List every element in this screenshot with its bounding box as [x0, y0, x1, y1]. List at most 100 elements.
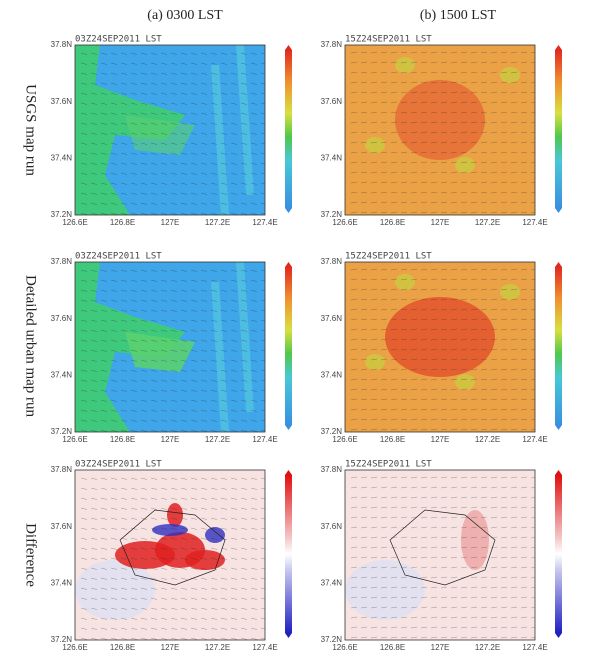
wind-arrow [350, 526, 358, 529]
wind-arrow [240, 132, 248, 135]
panel-frame [344, 261, 536, 433]
y-tick-label: 37.8N [51, 40, 73, 49]
wind-arrow [190, 192, 198, 195]
wind-arrow [460, 596, 468, 599]
wind-arrow [180, 319, 188, 322]
wind-arrow [170, 419, 178, 422]
wind-arrow [180, 547, 188, 550]
panel-frame [74, 44, 266, 216]
wind-arrow [530, 72, 535, 74]
wind-arrow [250, 339, 258, 342]
wind-arrow [170, 617, 178, 620]
wind-arrow [360, 486, 368, 489]
wind-arrow [460, 201, 468, 204]
wind-arrow [260, 212, 265, 215]
wind-arrow [520, 298, 528, 301]
wind-arrow [130, 52, 138, 55]
wind-arrow [490, 516, 498, 519]
wind-arrow [460, 51, 468, 54]
wind-arrow [370, 398, 378, 401]
wind-arrow [440, 131, 448, 134]
wind-arrow [440, 101, 448, 104]
wind-arrow [130, 202, 138, 205]
wind-arrow [480, 211, 488, 214]
wind-arrow [440, 328, 448, 331]
wind-arrow [250, 497, 258, 500]
wind-arrow [120, 269, 128, 272]
wind-arrow [500, 576, 508, 579]
wind-arrow [220, 182, 228, 185]
wind-arrow [520, 131, 528, 134]
wind-arrow [240, 112, 248, 115]
wind-arrow [390, 328, 398, 331]
wind-arrow [380, 328, 388, 331]
wind-arrow [210, 537, 218, 540]
wind-arrow [500, 308, 508, 311]
x-tick-label: 127.4E [522, 435, 547, 444]
wind-arrow [190, 517, 198, 520]
wind-arrow [230, 339, 238, 342]
wind-arrow [80, 329, 88, 332]
wind-arrow [400, 368, 408, 371]
wind-arrow [460, 566, 468, 569]
wind-arrow [150, 269, 158, 272]
wind-arrow [350, 476, 358, 479]
x-tick-label: 126.8E [380, 643, 405, 652]
wind-arrow [530, 212, 535, 214]
wind-arrow [180, 637, 188, 640]
wind-arrow [80, 142, 88, 145]
wind-arrow [420, 111, 428, 114]
wind-arrow [220, 577, 228, 580]
wind-arrow [390, 556, 398, 559]
wind-arrow [530, 527, 535, 529]
wind-arrow [360, 121, 368, 124]
wind-arrow [90, 359, 98, 362]
wind-arrow [140, 212, 148, 215]
row-label: Detailed urban map run [23, 275, 39, 418]
wind-arrow [380, 161, 388, 164]
wind-arrow [230, 409, 238, 412]
wind-arrow [380, 278, 388, 281]
wind-arrow [110, 557, 118, 560]
wind-arrow [240, 142, 248, 145]
wind-arrow [240, 102, 248, 105]
wind-arrow [120, 62, 128, 65]
wind-arrow [180, 309, 188, 312]
wind-arrow [470, 566, 478, 569]
wind-arrow [130, 72, 138, 75]
wind-arrow [440, 626, 448, 629]
wind-arrow [160, 309, 168, 312]
x-tick-label: 127.4E [252, 218, 277, 227]
wind-arrow [530, 587, 535, 589]
wind-arrow [260, 112, 265, 115]
x-tick-label: 127.4E [522, 218, 547, 227]
wind-arrow [530, 112, 535, 114]
wind-arrow [400, 328, 408, 331]
wind-arrow [250, 142, 258, 145]
wind-arrow [440, 61, 448, 64]
wind-arrow [420, 211, 428, 214]
wind-arrow [490, 338, 498, 341]
wind-arrow [120, 389, 128, 392]
wind-arrow [210, 547, 218, 550]
wind-arrow [140, 309, 148, 312]
wind-arrow [510, 616, 518, 619]
wind-arrow [250, 319, 258, 322]
wind-arrow [440, 288, 448, 291]
wind-arrow [170, 142, 178, 145]
wind-arrow [430, 348, 438, 351]
wind-arrow [180, 587, 188, 590]
wind-arrow [220, 269, 228, 272]
wind-arrow [220, 379, 228, 382]
wind-arrow [110, 62, 118, 65]
wind-arrow [370, 606, 378, 609]
wind-arrow [410, 636, 418, 639]
map-field [365, 137, 385, 153]
wind-arrow [100, 299, 108, 302]
wind-arrow [220, 517, 228, 520]
wind-arrow [100, 52, 108, 55]
wind-arrow [390, 486, 398, 489]
wind-arrow [470, 268, 478, 271]
wind-arrow [220, 212, 228, 215]
wind-arrow [470, 288, 478, 291]
